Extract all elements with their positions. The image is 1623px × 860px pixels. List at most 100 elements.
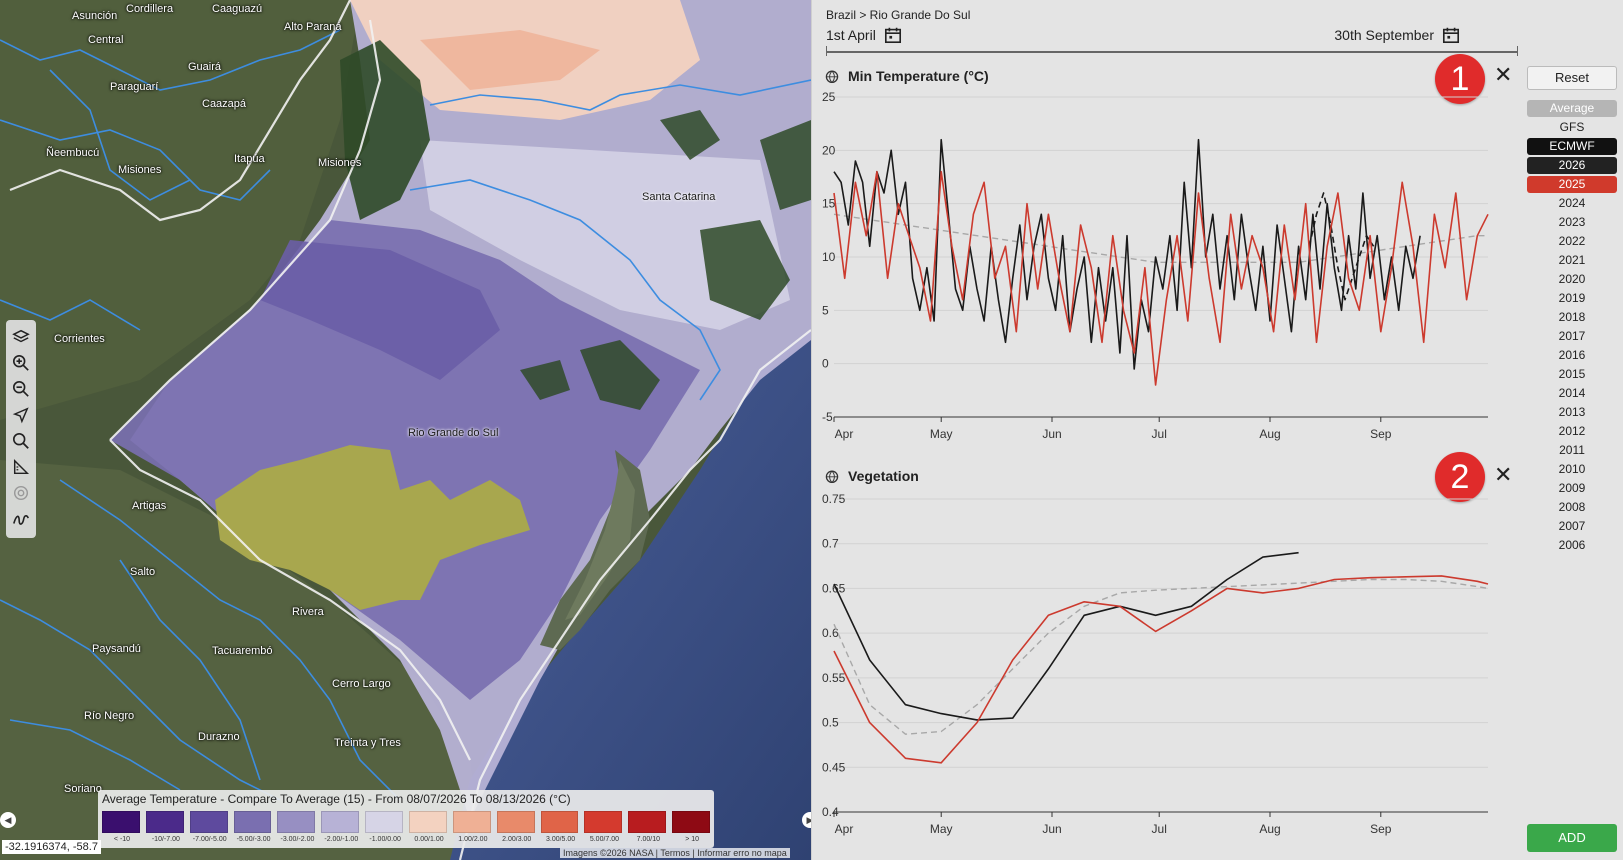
x-tick-label: Jun bbox=[1042, 822, 1061, 836]
series-item[interactable]: 2011 bbox=[1559, 443, 1585, 457]
place-label: Paraguarí bbox=[110, 81, 159, 93]
legend-swatch: 5.00/7.00 bbox=[584, 811, 623, 843]
y-tick-label: 0 bbox=[822, 357, 829, 371]
series-item[interactable]: 2021 bbox=[1558, 253, 1586, 267]
legend-swatch: -1.00/0.00 bbox=[365, 811, 404, 843]
x-tick-label: Aug bbox=[1259, 427, 1280, 441]
y-tick-label: 0.75 bbox=[822, 492, 846, 506]
navigate-icon[interactable] bbox=[8, 402, 34, 428]
analysis-panel: Brazil > Rio Grande Do Sul 1st April 30t… bbox=[811, 0, 1623, 860]
legend-swatch-label: -5.00/-3.00 bbox=[236, 836, 271, 843]
place-label: Soriano bbox=[64, 783, 102, 795]
legend-swatch: -10/-7.00 bbox=[145, 811, 184, 843]
series-line-2026 bbox=[833, 138, 1421, 370]
vegetation-chart[interactable]: 0.75 0.7 0.65 0.6 0.55 0.5 0.45 0.4 Apr May Jun Jul… bbox=[812, 485, 1517, 845]
series-item[interactable]: 2020 bbox=[1558, 272, 1586, 286]
map-attribution[interactable]: Imagens ©2026 NASA | Termos | Informar e… bbox=[560, 848, 790, 858]
y-tick-label: 0.6 bbox=[822, 626, 839, 640]
x-tick-label: Jul bbox=[1152, 822, 1167, 836]
date-start-label: 1st April bbox=[826, 27, 876, 43]
place-label: Alto Paraná bbox=[284, 21, 342, 33]
y-tick-label: 0.7 bbox=[822, 537, 839, 551]
zoom-out-icon[interactable] bbox=[8, 376, 34, 402]
series-line-2025 bbox=[833, 170, 1489, 386]
chart-number-badge: 2 bbox=[1435, 452, 1485, 502]
chart-header: Min Temperature (°C) bbox=[824, 68, 989, 84]
series-item[interactable]: 2019 bbox=[1558, 291, 1586, 305]
series-item[interactable]: 2017 bbox=[1558, 329, 1586, 343]
chevron-left-icon[interactable]: ◀ bbox=[0, 812, 16, 828]
draw-icon[interactable] bbox=[8, 506, 34, 532]
x-tick-label: Jun bbox=[1042, 427, 1061, 441]
series-item[interactable]: 2007 bbox=[1558, 519, 1586, 533]
close-icon[interactable]: ✕ bbox=[1494, 462, 1513, 487]
series-item[interactable]: 2006 bbox=[1558, 538, 1586, 552]
series-item[interactable]: 2025 bbox=[1527, 176, 1617, 193]
legend-swatch-label: -1.00/0.00 bbox=[369, 836, 401, 843]
reset-button[interactable]: Reset bbox=[1527, 66, 1617, 90]
place-label: Guairá bbox=[188, 61, 222, 73]
chart-number-badge: 1 bbox=[1435, 54, 1485, 104]
series-item[interactable]: 2024 bbox=[1558, 196, 1586, 210]
calendar-icon[interactable] bbox=[884, 26, 902, 44]
y-tick-label: 25 bbox=[822, 90, 836, 104]
series-item[interactable]: 2018 bbox=[1558, 310, 1586, 324]
series-item[interactable]: 2026 bbox=[1527, 157, 1617, 174]
series-item[interactable]: 2015 bbox=[1558, 367, 1586, 381]
series-item[interactable]: 2016 bbox=[1558, 348, 1586, 362]
series-item[interactable]: 2023 bbox=[1558, 215, 1586, 229]
series-item[interactable]: 2010 bbox=[1558, 462, 1586, 476]
y-tick-label: 10 bbox=[822, 250, 836, 264]
series-line-average bbox=[833, 213, 1488, 264]
legend-swatch: 7.00/10 bbox=[628, 811, 667, 843]
series-item[interactable]: 2008 bbox=[1558, 500, 1586, 514]
legend-swatch-label: > 10 bbox=[685, 836, 700, 843]
map-view[interactable]: Asunción Cordillera Caaguazú Alto Paraná… bbox=[0, 0, 811, 860]
layers-icon[interactable] bbox=[8, 324, 34, 350]
chart-title: Min Temperature (°C) bbox=[848, 68, 989, 84]
x-tick-label: May bbox=[930, 822, 953, 836]
map-toolbar bbox=[6, 320, 36, 538]
y-tick-label: 0.55 bbox=[822, 671, 846, 685]
chevron-right-icon[interactable]: ▶ bbox=[802, 812, 811, 828]
legend-swatch: -7.00/-5.00 bbox=[189, 811, 228, 843]
y-tick-label: 0.5 bbox=[822, 716, 839, 730]
series-line-2025 bbox=[833, 575, 1489, 764]
search-icon[interactable] bbox=[8, 428, 34, 454]
series-line-2026 bbox=[1308, 192, 1375, 301]
place-label: Caazapá bbox=[202, 98, 247, 110]
legend-swatch-label: 7.00/10 bbox=[636, 836, 660, 843]
series-item[interactable]: 2022 bbox=[1558, 234, 1586, 248]
close-icon[interactable]: ✕ bbox=[1494, 62, 1513, 87]
legend-swatch-label: -2.00/-1.00 bbox=[324, 836, 359, 843]
date-range-slider[interactable] bbox=[826, 46, 1518, 56]
x-tick-label: May bbox=[930, 427, 953, 441]
y-tick-label: 15 bbox=[822, 197, 836, 211]
add-button[interactable]: ADD bbox=[1527, 824, 1617, 852]
place-label: Treinta y Tres bbox=[334, 737, 401, 749]
series-item[interactable]: 2014 bbox=[1558, 386, 1586, 400]
series-item[interactable]: 2012 bbox=[1558, 424, 1586, 438]
map-canvas[interactable] bbox=[0, 0, 811, 860]
place-label: Durazno bbox=[198, 731, 240, 743]
series-item[interactable]: ECMWF bbox=[1527, 138, 1617, 155]
series-list: Average GFS ECMWF 2026 2025 2024 2023 2022 2021 2… bbox=[1527, 100, 1617, 556]
date-start[interactable]: 1st April bbox=[826, 26, 902, 44]
legend-swatch: 0.00/1.00 bbox=[409, 811, 447, 843]
series-item[interactable]: Average bbox=[1527, 100, 1617, 117]
legend-swatch: -2.00/-1.00 bbox=[321, 811, 360, 843]
zoom-in-icon[interactable] bbox=[8, 350, 34, 376]
breadcrumb[interactable]: Brazil > Rio Grande Do Sul bbox=[826, 8, 971, 22]
series-item[interactable]: 2013 bbox=[1558, 405, 1586, 419]
legend-swatch-label: < -10 bbox=[113, 836, 131, 843]
place-label: Ñeembucú bbox=[46, 147, 100, 159]
series-item[interactable]: GFS bbox=[1559, 120, 1585, 134]
series-item[interactable]: 2009 bbox=[1558, 481, 1586, 495]
chart-header: Vegetation bbox=[824, 468, 919, 484]
measure-icon[interactable] bbox=[8, 454, 34, 480]
target-icon[interactable] bbox=[8, 480, 34, 506]
date-end[interactable]: 30th September bbox=[1334, 26, 1460, 44]
legend-swatch: -3.00/-2.00 bbox=[277, 811, 316, 843]
calendar-icon[interactable] bbox=[1442, 26, 1460, 44]
